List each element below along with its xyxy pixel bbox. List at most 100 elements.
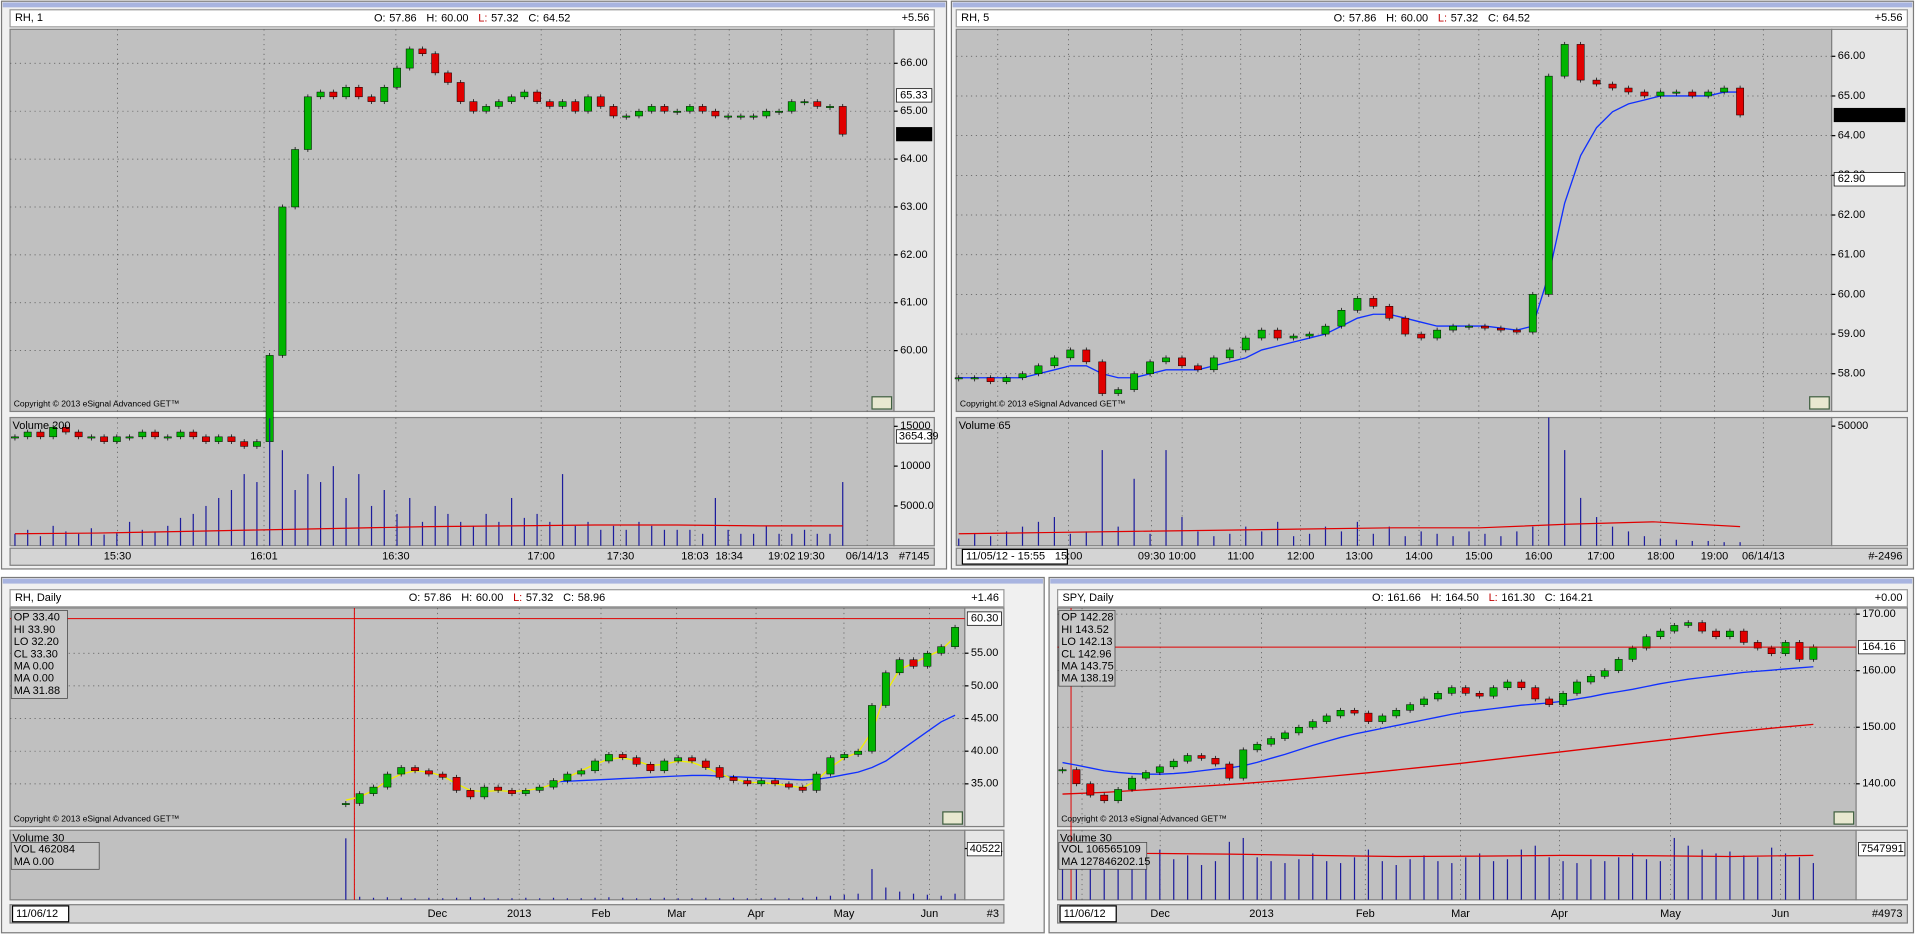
price-tick-label: 60.00 <box>900 345 927 357</box>
candle <box>369 786 378 794</box>
candle <box>1281 732 1289 739</box>
candle <box>1162 357 1170 363</box>
price-label: 60.30 <box>971 613 998 625</box>
candle <box>1739 630 1748 643</box>
candle <box>49 427 58 438</box>
candle <box>1128 777 1136 790</box>
candle <box>674 757 683 762</box>
price-tick-label: 64.00 <box>900 153 927 165</box>
volume-title: Volume 30 <box>13 833 65 845</box>
time-label-box <box>961 548 1068 565</box>
volume-axis <box>1855 829 1908 901</box>
candle <box>545 101 554 107</box>
candle <box>1225 349 1234 359</box>
candle <box>1002 377 1011 382</box>
ohlc-value: 60.00 <box>1401 12 1428 24</box>
candle <box>520 91 529 98</box>
title-stripe <box>952 2 1913 8</box>
candle <box>1640 91 1649 97</box>
price-label-box <box>896 127 933 142</box>
candle <box>1781 642 1790 654</box>
info-line: LO 142.13 <box>1061 636 1112 648</box>
volume-area <box>9 416 895 547</box>
symbol: SPY, Daily <box>1062 592 1114 604</box>
candle <box>1364 712 1373 722</box>
candle <box>711 110 720 117</box>
chart-window: RH, 1 O: 57.86 H: 60.00 L: 57.32 C: 64.52 +5.56 66… <box>0 0 948 570</box>
candle <box>1378 715 1387 722</box>
candle <box>405 48 414 69</box>
price-tick-label: 65.00 <box>1838 90 1865 102</box>
candle <box>508 790 516 794</box>
candle <box>1294 726 1303 734</box>
volume-axis <box>1831 416 1908 547</box>
candle <box>466 790 475 798</box>
time-label: 11:00 <box>1227 551 1254 563</box>
candle <box>743 780 752 785</box>
volume-info-line: MA 127846202.15 <box>1061 856 1150 868</box>
ohlc: O: 161.66 H: 164.50 L: 161.30 C: 164.21 <box>1372 592 1593 604</box>
time-label: 19:02 <box>768 551 795 563</box>
time-label: 09:30 <box>1138 551 1165 563</box>
volume-info-box <box>1058 842 1148 870</box>
candle <box>609 106 618 117</box>
price-label-box <box>1833 172 1906 187</box>
time-label: 15:00 <box>1055 551 1082 563</box>
candle <box>202 436 210 442</box>
candle <box>1253 743 1262 751</box>
candle <box>1624 87 1633 93</box>
candle <box>1465 325 1473 328</box>
time-label: 2013 <box>507 908 531 920</box>
candle <box>1034 365 1043 374</box>
candle <box>151 431 159 438</box>
info-line: OP 142.28 <box>1061 612 1113 624</box>
time-label: 06/14/13 <box>1742 551 1785 563</box>
header-bar <box>9 589 1005 608</box>
candle <box>1211 758 1220 765</box>
candle <box>771 780 779 785</box>
candle <box>1369 298 1378 307</box>
ohlc-value: 64.52 <box>543 12 570 24</box>
time-label: 06/14/13 <box>846 551 889 563</box>
volume-info-line: MA 0.00 <box>14 856 54 868</box>
candle <box>787 101 796 112</box>
ohlc-value: 58.96 <box>578 592 605 604</box>
candle <box>646 764 655 772</box>
candle <box>1795 642 1804 660</box>
candle <box>1098 361 1107 394</box>
candle <box>316 91 325 98</box>
time-label: 11/06/12 <box>1064 908 1106 920</box>
candle <box>660 106 669 112</box>
candle <box>1672 91 1681 94</box>
copyright: Copyright © 2013 eSignal Advanced GET™ <box>14 398 180 408</box>
candle <box>444 72 452 83</box>
volume-label: 3654.39 <box>899 430 939 442</box>
candle <box>163 436 172 439</box>
change: +1.46 <box>971 592 999 604</box>
candle <box>1608 83 1617 89</box>
ohlc-value: 57.86 <box>424 592 451 604</box>
candle <box>724 115 733 118</box>
ohlc-label: L: <box>1438 12 1447 24</box>
candle <box>840 754 849 758</box>
candle <box>1417 333 1426 339</box>
price-tick-label: 160.00 <box>1862 665 1896 677</box>
volume-ma <box>958 521 1741 535</box>
candle <box>1406 704 1415 711</box>
candle <box>1142 772 1150 779</box>
esignal-icon <box>1833 811 1855 825</box>
ohlc-label: H: <box>1431 592 1442 604</box>
candle <box>11 436 19 439</box>
candle <box>1321 325 1330 335</box>
price-label: 65.33 <box>900 89 927 101</box>
volume-label: 40522. <box>970 843 1004 855</box>
price-tick-label: 60.00 <box>1838 288 1865 300</box>
candle <box>1434 693 1442 700</box>
candle <box>214 436 223 442</box>
candle <box>1586 676 1595 683</box>
candle <box>784 783 793 788</box>
volume-ma <box>14 524 843 535</box>
candle <box>1726 630 1734 637</box>
candle <box>826 106 834 108</box>
candle <box>1475 693 1484 697</box>
